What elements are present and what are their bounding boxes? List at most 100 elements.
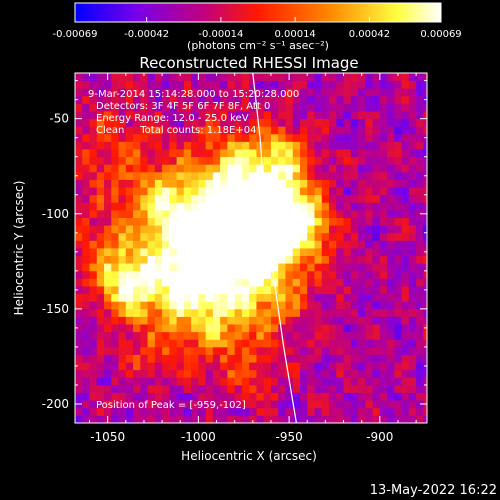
heatmap-cell: [169, 270, 178, 279]
x-tick-label: -900: [366, 430, 393, 444]
info-line-time: 9-Mar-2014 15:14:28.000 to 15:20:28.000: [88, 89, 299, 100]
heatmap-cell: [162, 270, 170, 279]
heatmap-cell: [183, 400, 192, 409]
heatmap-cell: [220, 286, 228, 295]
heatmap-cell: [234, 293, 243, 302]
heatmap-cell: [205, 270, 214, 279]
heatmap-cell: [198, 331, 207, 340]
heatmap-cell: [408, 240, 417, 249]
heatmap-cell: [256, 293, 265, 302]
heatmap-cell: [314, 316, 323, 325]
heatmap-cell: [162, 217, 170, 226]
heatmap-cell: [343, 194, 352, 203]
heatmap-cell: [358, 339, 366, 348]
heatmap-cell: [154, 270, 163, 279]
heatmap-cell: [263, 415, 272, 423]
heatmap-cell: [299, 255, 308, 264]
heatmap-cell: [372, 301, 381, 310]
heatmap-cell: [140, 324, 148, 333]
heatmap-cell: [212, 194, 221, 203]
colorbar-tick-label: -0.00069: [53, 29, 98, 40]
heatmap-cell: [96, 400, 105, 409]
heatmap-cell: [104, 308, 112, 317]
heatmap-cell: [292, 217, 301, 226]
heatmap-cell: [220, 240, 228, 249]
heatmap-cell: [169, 209, 178, 218]
heatmap-cell: [176, 232, 185, 241]
heatmap-cell: [75, 354, 83, 363]
heatmap-cell: [365, 141, 373, 150]
heatmap-cell: [111, 217, 119, 226]
heatmap-cell: [125, 202, 134, 211]
heatmap-cell: [111, 95, 119, 104]
heatmap-cell: [162, 141, 170, 150]
heatmap-cell: [111, 171, 119, 180]
heatmap-cell: [285, 407, 294, 416]
heatmap-cell: [256, 126, 265, 135]
heatmap-cell: [241, 331, 250, 340]
x-axis-label: Heliocentric X (arcsec): [181, 449, 317, 463]
heatmap-cell: [111, 346, 119, 355]
heatmap-cell: [147, 88, 156, 97]
heatmap-cell: [372, 248, 381, 257]
heatmap-cell: [394, 80, 402, 89]
heatmap-cell: [191, 286, 199, 295]
heatmap-cell: [183, 95, 192, 104]
heatmap-cell: [263, 384, 272, 393]
heatmap-cell: [423, 392, 427, 401]
heatmap-cell: [89, 331, 98, 340]
heatmap-cell: [263, 369, 272, 378]
heatmap-cell: [314, 346, 323, 355]
heatmap-cell: [118, 103, 127, 112]
heatmap-cell: [292, 171, 301, 180]
heatmap-cell: [162, 202, 170, 211]
heatmap-cell: [292, 263, 301, 272]
heatmap-cell: [292, 179, 301, 188]
heatmap-cell: [82, 316, 90, 325]
heatmap-cell: [176, 88, 185, 97]
heatmap-cell: [387, 362, 395, 371]
heatmap-cell: [270, 88, 279, 97]
heatmap-cell: [299, 400, 308, 409]
heatmap-cell: [343, 339, 352, 348]
heatmap-cell: [89, 270, 98, 279]
heatmap-cell: [176, 164, 185, 173]
heatmap-cell: [140, 331, 148, 340]
heatmap-cell: [416, 392, 424, 401]
heatmap-cell: [104, 331, 112, 340]
heatmap-cell: [234, 225, 243, 234]
heatmap-cell: [285, 369, 294, 378]
heatmap-cell: [394, 384, 402, 393]
heatmap-cell: [118, 263, 127, 272]
heatmap-cell: [249, 400, 257, 409]
heatmap-cell: [256, 407, 265, 416]
heatmap-cell: [372, 187, 381, 196]
heatmap-cell: [256, 217, 265, 226]
heatmap-cell: [140, 209, 148, 218]
heatmap-cell: [394, 73, 402, 82]
heatmap-cell: [212, 118, 221, 127]
heatmap-cell: [154, 369, 163, 378]
heatmap-cell: [263, 331, 272, 340]
heatmap-cell: [292, 354, 301, 363]
heatmap-cell: [314, 232, 323, 241]
heatmap-cell: [118, 171, 127, 180]
heatmap-cell: [256, 278, 265, 287]
heatmap-cell: [191, 217, 199, 226]
heatmap-cell: [191, 88, 199, 97]
heatmap-cell: [401, 263, 410, 272]
heatmap-cell: [154, 377, 163, 386]
heatmap-cell: [314, 324, 323, 333]
heatmap-cell: [408, 164, 417, 173]
heatmap-cell: [401, 278, 410, 287]
heatmap-cell: [176, 141, 185, 150]
heatmap-cell: [358, 346, 366, 355]
heatmap-cell: [285, 111, 294, 120]
heatmap-cell: [125, 133, 134, 142]
heatmap-cell: [365, 308, 373, 317]
heatmap-cell: [350, 331, 359, 340]
heatmap-cell: [104, 149, 112, 158]
heatmap-cell: [299, 346, 308, 355]
heatmap-cell: [198, 270, 207, 279]
heatmap-cell: [423, 240, 427, 249]
